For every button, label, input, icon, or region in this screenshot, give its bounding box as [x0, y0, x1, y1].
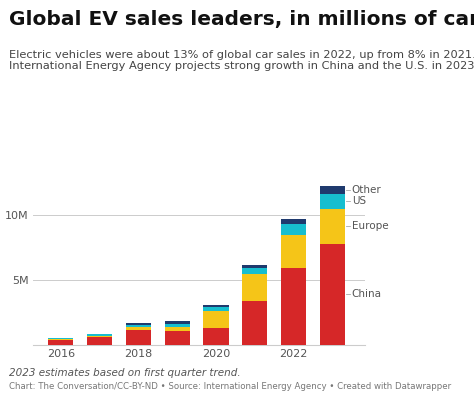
Bar [203, 305, 228, 307]
Bar [319, 244, 345, 345]
Bar [242, 274, 267, 301]
Bar [203, 311, 228, 328]
Bar [126, 325, 151, 327]
Text: Other: Other [352, 185, 382, 195]
Bar [281, 219, 306, 225]
Text: Electric vehicles were about 13% of global car sales in 2022, up from 8% in 2021: Electric vehicles were about 13% of glob… [9, 50, 474, 71]
Text: Chart: The Conversation/CC-BY-ND • Source: International Energy Agency • Created: Chart: The Conversation/CC-BY-ND • Sourc… [9, 382, 452, 391]
Bar [281, 225, 306, 235]
Bar [319, 186, 345, 194]
Text: China: China [352, 289, 382, 299]
Bar [203, 328, 228, 345]
Bar [126, 323, 151, 325]
Text: Global EV sales leaders, in millions of cars: Global EV sales leaders, in millions of … [9, 10, 474, 29]
Text: US: US [352, 196, 366, 206]
Text: Europe: Europe [352, 221, 389, 231]
Bar [126, 327, 151, 330]
Bar [203, 307, 228, 311]
Bar [319, 209, 345, 244]
Bar [126, 330, 151, 345]
Bar [281, 268, 306, 345]
Bar [48, 339, 73, 340]
Bar [242, 301, 267, 345]
Bar [48, 338, 73, 339]
Bar [319, 194, 345, 209]
Bar [164, 327, 190, 331]
Bar [87, 333, 112, 335]
Bar [281, 235, 306, 268]
Bar [87, 336, 112, 337]
Bar [164, 324, 190, 327]
Text: 2023 estimates based on first quarter trend.: 2023 estimates based on first quarter tr… [9, 368, 241, 378]
Bar [48, 340, 73, 345]
Bar [87, 337, 112, 345]
Bar [164, 331, 190, 345]
Bar [242, 265, 267, 268]
Bar [87, 335, 112, 336]
Bar [242, 268, 267, 274]
Bar [164, 321, 190, 324]
